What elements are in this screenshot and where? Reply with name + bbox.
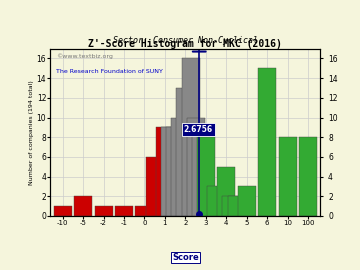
Bar	[181, 58, 199, 216]
Bar	[299, 137, 317, 216]
Text: Score: Score	[172, 253, 199, 262]
Bar	[146, 157, 164, 216]
Y-axis label: Number of companies (194 total): Number of companies (194 total)	[29, 80, 34, 185]
Bar	[74, 196, 92, 216]
Bar	[197, 137, 215, 216]
Bar	[217, 167, 235, 216]
Bar	[156, 127, 174, 216]
Bar	[238, 187, 256, 216]
Bar	[54, 206, 72, 216]
Bar	[161, 127, 179, 216]
Bar	[207, 187, 225, 216]
Bar	[95, 206, 113, 216]
Text: Sector: Consumer Non-Cyclical: Sector: Consumer Non-Cyclical	[113, 36, 258, 45]
Text: 2.6756: 2.6756	[184, 125, 213, 134]
Bar	[115, 206, 133, 216]
Bar	[135, 206, 153, 216]
Bar	[186, 117, 204, 216]
Bar	[166, 127, 184, 216]
Bar	[176, 88, 194, 216]
Text: ©www.textbiz.org: ©www.textbiz.org	[56, 54, 113, 59]
Bar	[222, 196, 240, 216]
Bar	[279, 137, 297, 216]
Bar	[171, 117, 189, 216]
Bar	[258, 68, 276, 216]
Bar	[192, 127, 210, 216]
Bar	[228, 196, 246, 216]
Title: Z'-Score Histogram for MKC (2016): Z'-Score Histogram for MKC (2016)	[89, 39, 282, 49]
Text: The Research Foundation of SUNY: The Research Foundation of SUNY	[56, 69, 163, 74]
